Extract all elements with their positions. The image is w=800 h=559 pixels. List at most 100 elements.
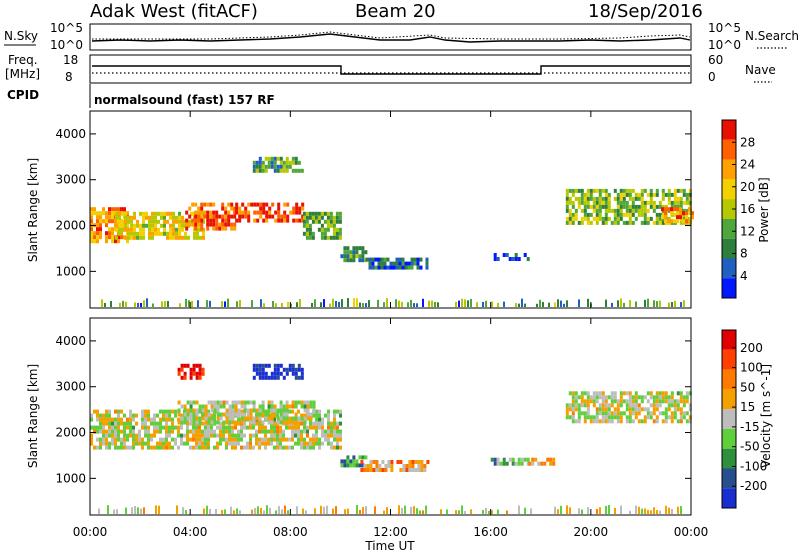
heatmap-cell: [160, 231, 163, 236]
heatmap-cell: [126, 433, 129, 438]
heatmap-cell: [583, 204, 587, 209]
heatmap-cell: [306, 445, 309, 450]
heatmap-cell: [150, 433, 153, 438]
heatmap-cell: [225, 437, 228, 442]
heatmap-cell: [616, 200, 620, 205]
heatmap-cell: [180, 404, 184, 409]
heatmap-cell: [294, 371, 298, 376]
nsearch-label: N.Search: [745, 29, 799, 43]
heatmap-cell: [105, 239, 108, 244]
heatmap-cell: [607, 411, 611, 416]
heatmap-cell: [234, 404, 238, 409]
y-tick-label: 3000: [55, 380, 86, 394]
heatmap-cell: [386, 257, 390, 262]
heatmap-cell: [306, 416, 310, 421]
heatmap-cell: [114, 239, 117, 244]
heatmap-cell: [461, 505, 463, 514]
heatmap-cell: [586, 399, 590, 404]
heatmap-cell: [366, 468, 370, 472]
heatmap-cell: [359, 509, 361, 514]
heatmap-cell: [389, 265, 393, 270]
heatmap-cell: [616, 411, 620, 416]
heatmap-cell: [652, 208, 656, 213]
heatmap-cell: [616, 204, 620, 209]
heatmap-cell: [613, 399, 617, 404]
heatmap-cell: [195, 425, 198, 430]
heatmap-cell: [320, 302, 322, 307]
heatmap-cell: [458, 300, 460, 307]
heatmap-cell: [151, 235, 154, 240]
heatmap-cell: [395, 261, 399, 266]
heatmap-cell: [628, 407, 632, 412]
heatmap-cell: [514, 253, 518, 257]
heatmap-cell: [215, 226, 219, 231]
heatmap-cell: [213, 433, 216, 438]
heatmap-cell: [634, 395, 638, 400]
heatmap-cell: [93, 207, 96, 212]
heatmap-cell: [661, 188, 665, 193]
heatmap-cell: [295, 202, 299, 207]
heatmap-cell: [258, 160, 262, 165]
heatmap-cell: [374, 506, 376, 514]
heatmap-cell: [227, 202, 231, 207]
heatmap-cell: [168, 425, 171, 430]
heatmap-cell: [665, 505, 667, 514]
heatmap-cell: [464, 511, 466, 514]
colorbar-segment: [722, 159, 736, 180]
heatmap-cell: [198, 375, 202, 380]
heatmap-cell: [595, 395, 599, 400]
heatmap-cell: [163, 231, 166, 236]
heatmap-cell: [295, 206, 299, 211]
heatmap-cell: [171, 421, 174, 426]
heatmap-cell: [276, 413, 279, 418]
heatmap-cell: [521, 298, 523, 307]
heatmap-cell: [152, 303, 154, 307]
y-tick-label: 3000: [55, 173, 86, 187]
heatmap-cell: [122, 300, 124, 307]
heatmap-cell: [200, 202, 204, 207]
heatmap-cell: [464, 299, 466, 307]
heatmap-cell: [601, 204, 605, 209]
cpid-strip: CPID normalsound (fast) 157 RF: [7, 84, 275, 108]
heatmap-cell: [586, 216, 590, 221]
heatmap-cell: [667, 415, 671, 420]
heatmap-cell: [96, 211, 99, 216]
heatmap-cell: [619, 415, 623, 420]
heatmap-cell: [257, 506, 259, 514]
heatmap-cell: [143, 300, 145, 307]
heatmap-cell: [192, 420, 196, 425]
heatmap-cell: [580, 192, 584, 197]
heatmap-cell: [224, 214, 228, 219]
heatmap-cell: [183, 412, 187, 417]
heatmap-cell: [577, 395, 581, 400]
heatmap-cell: [157, 211, 160, 216]
heatmap-cell: [505, 461, 509, 466]
heatmap-cell: [162, 413, 165, 418]
heatmap-cell: [202, 227, 205, 232]
heatmap-cell: [222, 433, 225, 438]
heatmap-cell: [255, 160, 259, 165]
heatmap-cell: [224, 301, 226, 307]
heatmap-cell: [176, 505, 178, 514]
heatmap-cell: [622, 391, 626, 396]
heatmap-cell: [151, 219, 154, 224]
heatmap-cell: [204, 425, 207, 430]
heatmap-cell: [127, 231, 130, 236]
heatmap-cell: [571, 395, 575, 400]
heatmap-cell: [667, 395, 671, 400]
heatmap-cell: [526, 457, 530, 462]
y-tick-label: 4000: [55, 127, 86, 141]
heatmap-cell: [96, 445, 99, 450]
heatmap-cell: [249, 433, 252, 438]
heatmap-cell: [178, 223, 181, 228]
heatmap-cell: [225, 429, 228, 434]
heatmap-cell: [634, 204, 638, 209]
y-tick-label: 2000: [55, 426, 86, 440]
x-tick-label: 00:00: [73, 525, 108, 539]
heatmap-cell: [688, 391, 692, 396]
heatmap-cell: [179, 303, 181, 307]
heatmap-cell: [303, 420, 307, 425]
heatmap-cell: [631, 395, 635, 400]
heatmap-cell: [363, 464, 367, 468]
heatmap-cell: [198, 408, 202, 413]
